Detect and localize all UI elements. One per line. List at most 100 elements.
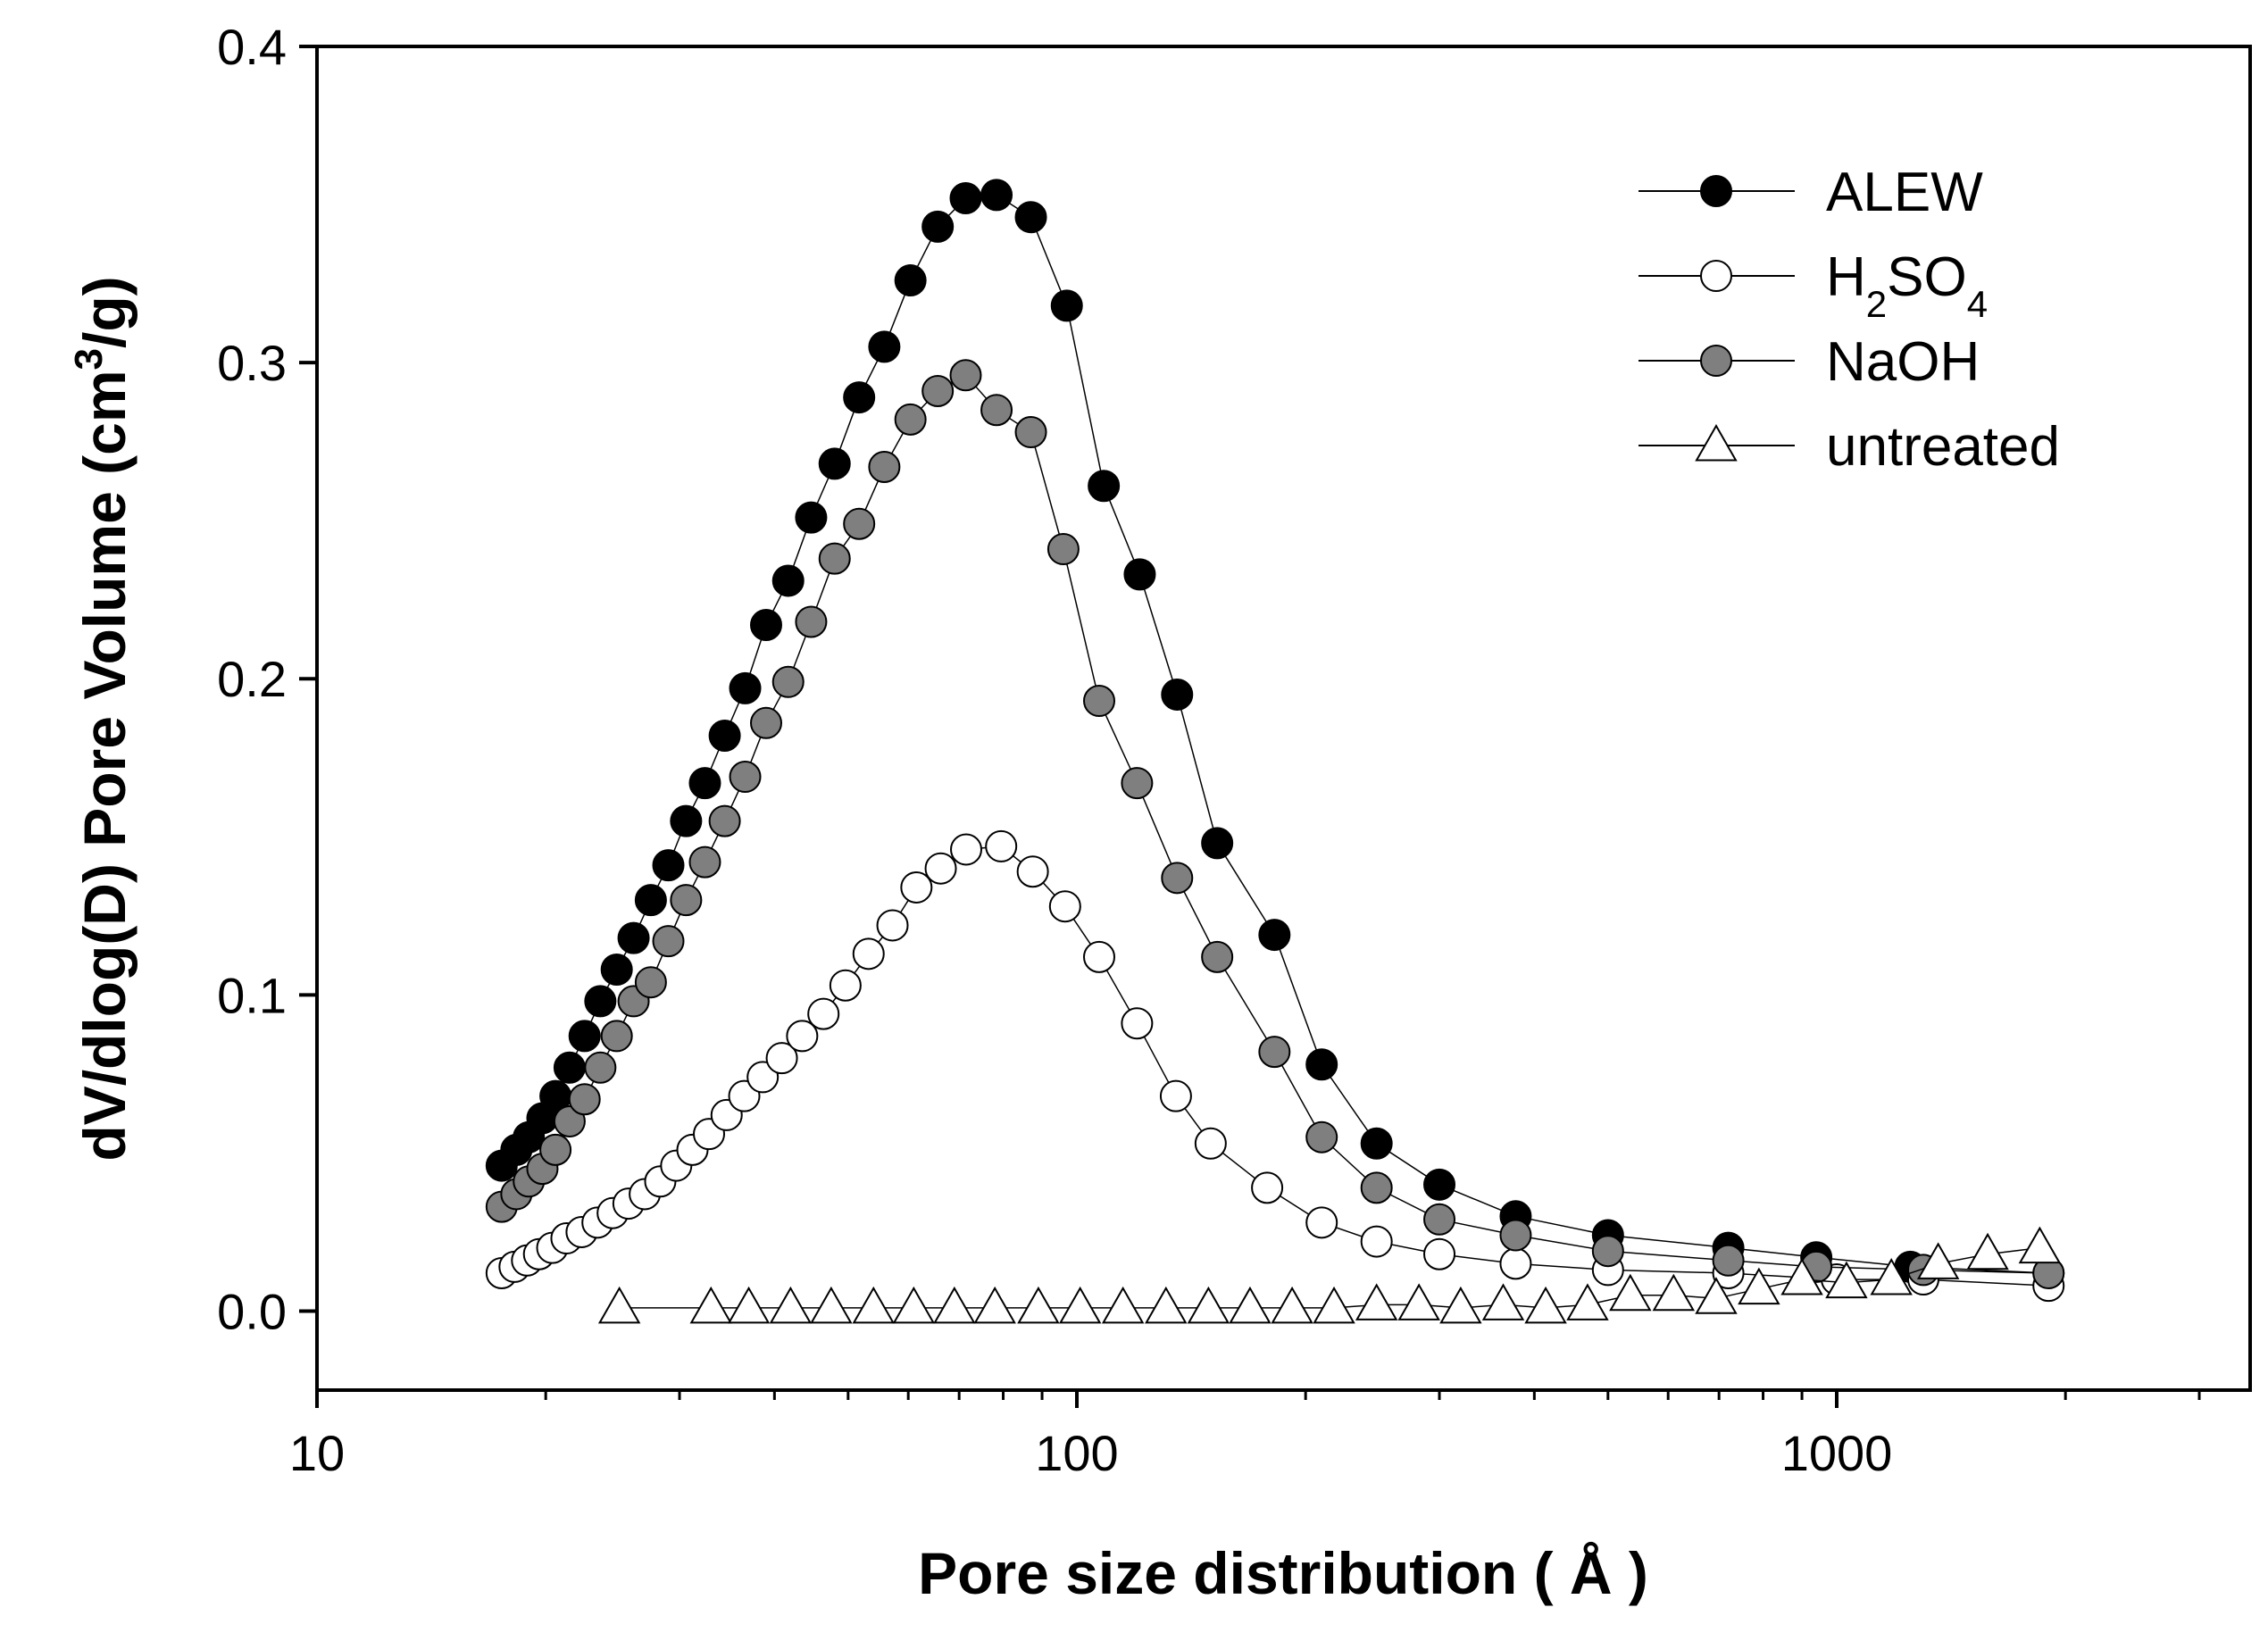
x-tick-label: 10 <box>289 1425 345 1481</box>
data-point <box>708 719 741 752</box>
y-tick-label: 0.0 <box>217 1283 287 1339</box>
data-point <box>1870 1258 1913 1295</box>
data-point <box>729 761 762 794</box>
data-point <box>868 450 901 483</box>
data-point <box>1201 940 1234 973</box>
data-point <box>1017 1286 1060 1324</box>
data-point <box>584 1051 617 1084</box>
data-point <box>921 374 955 407</box>
data-point <box>1609 1273 1652 1312</box>
data-point <box>1121 767 1154 800</box>
data-point <box>771 564 805 597</box>
data-point <box>1145 1286 1188 1324</box>
plot-frame <box>315 45 2252 1392</box>
data-point <box>1101 1286 1145 1324</box>
data-point <box>1258 1036 1291 1069</box>
data-point <box>1251 1171 1284 1204</box>
data-point <box>1825 1261 1868 1299</box>
data-point <box>1524 1286 1567 1324</box>
data-point <box>980 179 1013 212</box>
data-point <box>1161 678 1194 711</box>
data-point <box>727 1286 771 1324</box>
data-point <box>1123 558 1156 591</box>
data-point <box>852 937 885 970</box>
data-point <box>600 1020 633 1053</box>
data-point <box>1014 201 1047 234</box>
data-point <box>818 542 851 575</box>
data-point <box>1360 1171 1393 1204</box>
data-point <box>1360 1127 1393 1160</box>
data-point <box>749 609 782 642</box>
data-point <box>973 1286 1016 1324</box>
data-point <box>1499 1247 1532 1280</box>
data-point <box>1121 1007 1154 1040</box>
y-tick-label: 0.1 <box>217 967 287 1023</box>
legend-label: H2SO4 <box>1826 246 1988 325</box>
data-point <box>852 1286 895 1324</box>
data-point <box>1499 1219 1532 1252</box>
data-point <box>1738 1267 1780 1305</box>
data-point <box>892 1286 936 1324</box>
data-point <box>771 665 805 698</box>
data-point <box>894 264 927 297</box>
data-point <box>1305 1120 1338 1154</box>
data-point <box>1305 1206 1338 1239</box>
data-point <box>634 966 667 999</box>
data-point <box>652 925 685 958</box>
y-tick-label: 0.2 <box>217 651 287 707</box>
data-point <box>894 403 927 436</box>
legend-marker <box>1700 260 1732 292</box>
data-point <box>900 870 933 904</box>
data-point <box>829 969 862 1002</box>
data-point <box>553 1105 586 1137</box>
data-point <box>1423 1237 1456 1270</box>
data-point <box>1355 1283 1398 1320</box>
data-point <box>746 1061 780 1094</box>
data-point <box>2018 1226 2062 1264</box>
data-point <box>807 997 840 1030</box>
data-point <box>1397 1283 1440 1320</box>
data-point <box>688 845 721 879</box>
y-axis: 0.0 0.1 0.2 0.3 0.4 <box>217 19 317 1339</box>
data-point <box>670 804 703 837</box>
data-point <box>1083 940 1116 973</box>
legend-label: ALEW <box>1826 162 1983 223</box>
data-point <box>689 1286 732 1324</box>
data-point <box>1088 470 1121 503</box>
legend-marker <box>1695 423 1738 462</box>
data-point <box>1159 1079 1192 1112</box>
data-point <box>1258 919 1291 952</box>
data-point <box>597 1286 641 1324</box>
data-point <box>584 985 617 1018</box>
legend-marker <box>1700 175 1732 207</box>
series-naoh <box>485 359 2065 1289</box>
data-point <box>1439 1286 1482 1324</box>
data-point <box>769 1286 813 1324</box>
data-point <box>950 833 983 866</box>
data-point <box>568 1020 601 1053</box>
legend-item-untreated: untreated <box>1638 416 2060 478</box>
data-point <box>1591 1235 1624 1268</box>
x-tick-label: 1000 <box>1781 1425 1893 1481</box>
data-point <box>670 884 703 917</box>
legend-item-h2so4: H2SO4 <box>1638 246 1988 325</box>
data-point <box>949 181 982 214</box>
x-axis-title: Pore size distribution ( Å ) <box>918 1540 1648 1606</box>
data-point <box>708 804 741 837</box>
x-axis: 10 100 1000 <box>289 1390 2201 1481</box>
data-point <box>1423 1168 1456 1201</box>
data-point <box>1481 1283 1525 1320</box>
legend-marker <box>1700 345 1732 377</box>
data-point <box>1566 1283 1609 1320</box>
data-point <box>1780 1258 1823 1295</box>
data-point <box>765 1042 798 1075</box>
data-point <box>795 501 828 534</box>
y-axis-title: dV/dlog(D) Pore Volume (cm3/g) <box>67 276 138 1161</box>
data-point <box>818 447 851 480</box>
data-point <box>843 381 876 414</box>
legend-item-naoh: NaOH <box>1638 331 1980 393</box>
data-point <box>749 706 782 739</box>
data-point <box>980 394 1013 427</box>
